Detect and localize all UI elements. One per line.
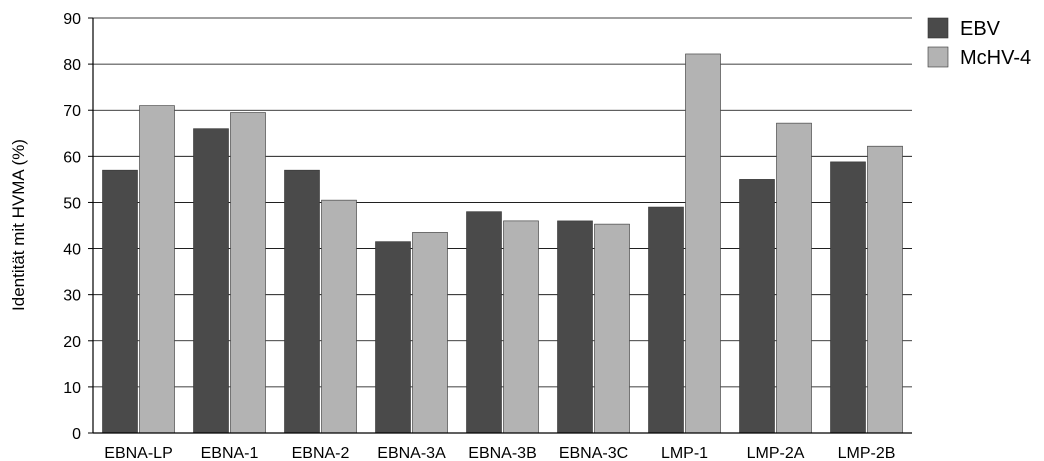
bar-ebv-ebna-3b bbox=[466, 211, 502, 434]
x-tick-label: EBNA-3A bbox=[377, 445, 446, 461]
y-tick-labels: 0 10 20 30 40 50 60 70 80 90 bbox=[63, 11, 81, 443]
bar-ebv-lmp-1 bbox=[648, 206, 684, 434]
bar-mchv-4-ebna-3c bbox=[594, 223, 630, 434]
legend: EBV McHV-4 bbox=[927, 17, 1031, 69]
y-tick-label: 50 bbox=[63, 195, 81, 212]
x-tick-label: EBNA-3B bbox=[468, 445, 536, 461]
legend-swatch-ebv bbox=[927, 17, 949, 39]
bar-ebv-ebna-3c bbox=[557, 220, 593, 434]
bar-ebv-ebna-2 bbox=[284, 169, 320, 434]
bar-ebv-lmp-2b bbox=[830, 161, 866, 434]
y-tick-label: 60 bbox=[63, 149, 81, 166]
bars bbox=[102, 53, 903, 434]
y-tick-label: 40 bbox=[63, 242, 81, 259]
y-axis-title: Identität mit HVMA (%) bbox=[9, 139, 28, 311]
x-tick-label: LMP-2A bbox=[747, 445, 805, 461]
y-tick-label: 70 bbox=[63, 103, 81, 120]
legend-label: McHV-4 bbox=[960, 47, 1031, 69]
y-tick-label: 30 bbox=[63, 288, 81, 305]
bar-ebv-lmp-2a bbox=[739, 179, 775, 434]
x-tick-label: EBNA-3C bbox=[559, 445, 628, 461]
bar-ebv-ebna-3a bbox=[375, 241, 411, 434]
legend-label: EBV bbox=[960, 18, 1001, 40]
axes bbox=[88, 17, 912, 434]
x-tick-label: EBNA-2 bbox=[292, 445, 350, 461]
bar-mchv-4-lmp-2a bbox=[776, 122, 812, 434]
bar-mchv-4-ebna-3a bbox=[412, 232, 448, 434]
gridlines bbox=[93, 17, 912, 388]
x-tick-label: LMP-2B bbox=[838, 445, 896, 461]
bar-mchv-4-ebna-lp bbox=[139, 105, 175, 434]
bar-ebv-ebna-lp bbox=[102, 169, 138, 434]
y-tick-label: 20 bbox=[63, 334, 81, 351]
y-tick-label: 80 bbox=[63, 57, 81, 74]
x-tick-labels: EBNA-LP EBNA-1 EBNA-2 EBNA-3A EBNA-3B EBNA-3C… bbox=[104, 445, 895, 461]
bar-mchv-4-ebna-2 bbox=[321, 199, 357, 434]
y-tick-label: 10 bbox=[63, 380, 81, 397]
legend-swatch-mchv-4 bbox=[927, 46, 949, 68]
bar-mchv-4-ebna-3b bbox=[503, 220, 539, 434]
y-tick-label: 0 bbox=[72, 426, 81, 443]
x-tick-label: EBNA-1 bbox=[201, 445, 259, 461]
y-tick-label: 90 bbox=[63, 11, 81, 28]
bar-mchv-4-ebna-1 bbox=[230, 112, 266, 434]
x-tick-label: EBNA-LP bbox=[104, 445, 172, 461]
bar-mchv-4-lmp-2b bbox=[867, 145, 903, 434]
bar-ebv-ebna-1 bbox=[193, 128, 229, 434]
x-tick-label: LMP-1 bbox=[661, 445, 708, 461]
bar-mchv-4-lmp-1 bbox=[685, 53, 721, 434]
